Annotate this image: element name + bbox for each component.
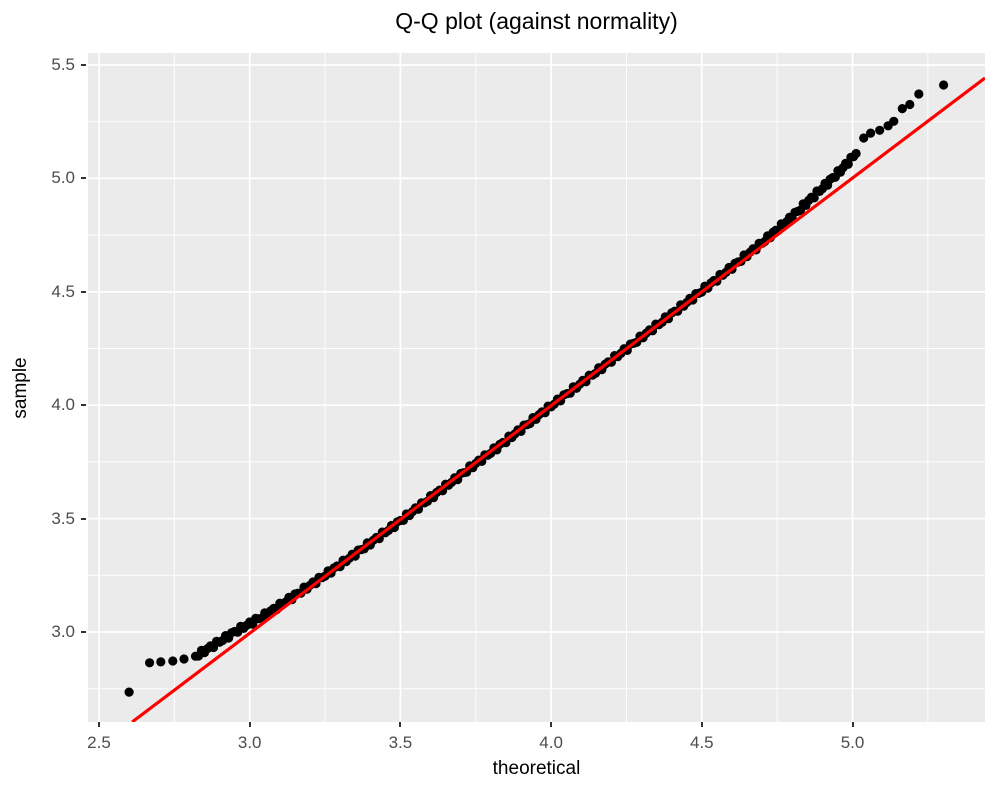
x-tick-label: 3.0 xyxy=(237,733,262,752)
x-axis-title: theoretical xyxy=(492,758,581,779)
data-point xyxy=(889,116,899,126)
data-point xyxy=(179,654,189,664)
data-point xyxy=(875,125,885,135)
data-point xyxy=(851,148,861,159)
chart-title: Q-Q plot (against normality) xyxy=(395,8,678,34)
y-tick-mark xyxy=(81,64,86,67)
x-tick-label: 3.5 xyxy=(388,733,413,752)
data-point xyxy=(156,657,166,667)
y-tick-label: 5.0 xyxy=(51,168,75,188)
plot-panel xyxy=(88,53,985,722)
y-tick-label: 5.5 xyxy=(51,55,75,75)
data-point xyxy=(168,656,178,666)
y-tick-label: 3.0 xyxy=(51,621,75,641)
data-point xyxy=(859,133,869,143)
x-tick-mark xyxy=(550,722,553,727)
data-point xyxy=(897,104,907,114)
y-tick-mark xyxy=(81,290,86,293)
x-tick-label: 5.0 xyxy=(840,733,865,752)
data-point xyxy=(809,193,819,203)
y-tick-label: 4.5 xyxy=(51,281,75,301)
y-tick-label: 4.0 xyxy=(51,395,75,415)
y-tick-mark xyxy=(81,517,86,520)
x-tick-label: 2.5 xyxy=(87,733,111,752)
x-tick-mark xyxy=(851,722,854,727)
data-point xyxy=(939,80,949,90)
reference-line xyxy=(131,76,985,722)
x-tick-label: 4.0 xyxy=(539,733,563,752)
data-point xyxy=(905,99,915,110)
y-tick-label: 3.5 xyxy=(51,508,75,528)
y-axis-title: sample xyxy=(10,357,31,419)
x-tick-mark xyxy=(399,722,402,727)
data-point xyxy=(914,89,924,99)
x-tick-label: 4.5 xyxy=(689,733,714,752)
plot-area xyxy=(88,53,985,722)
y-tick-mark xyxy=(81,404,86,407)
x-tick-mark xyxy=(248,722,251,727)
data-point xyxy=(866,128,876,138)
y-tick-mark xyxy=(81,177,86,180)
data-point xyxy=(145,658,155,668)
data-point xyxy=(843,159,853,169)
x-tick-mark xyxy=(98,722,100,727)
y-tick-mark xyxy=(81,630,86,633)
data-point xyxy=(124,687,134,697)
x-tick-mark xyxy=(700,722,703,727)
